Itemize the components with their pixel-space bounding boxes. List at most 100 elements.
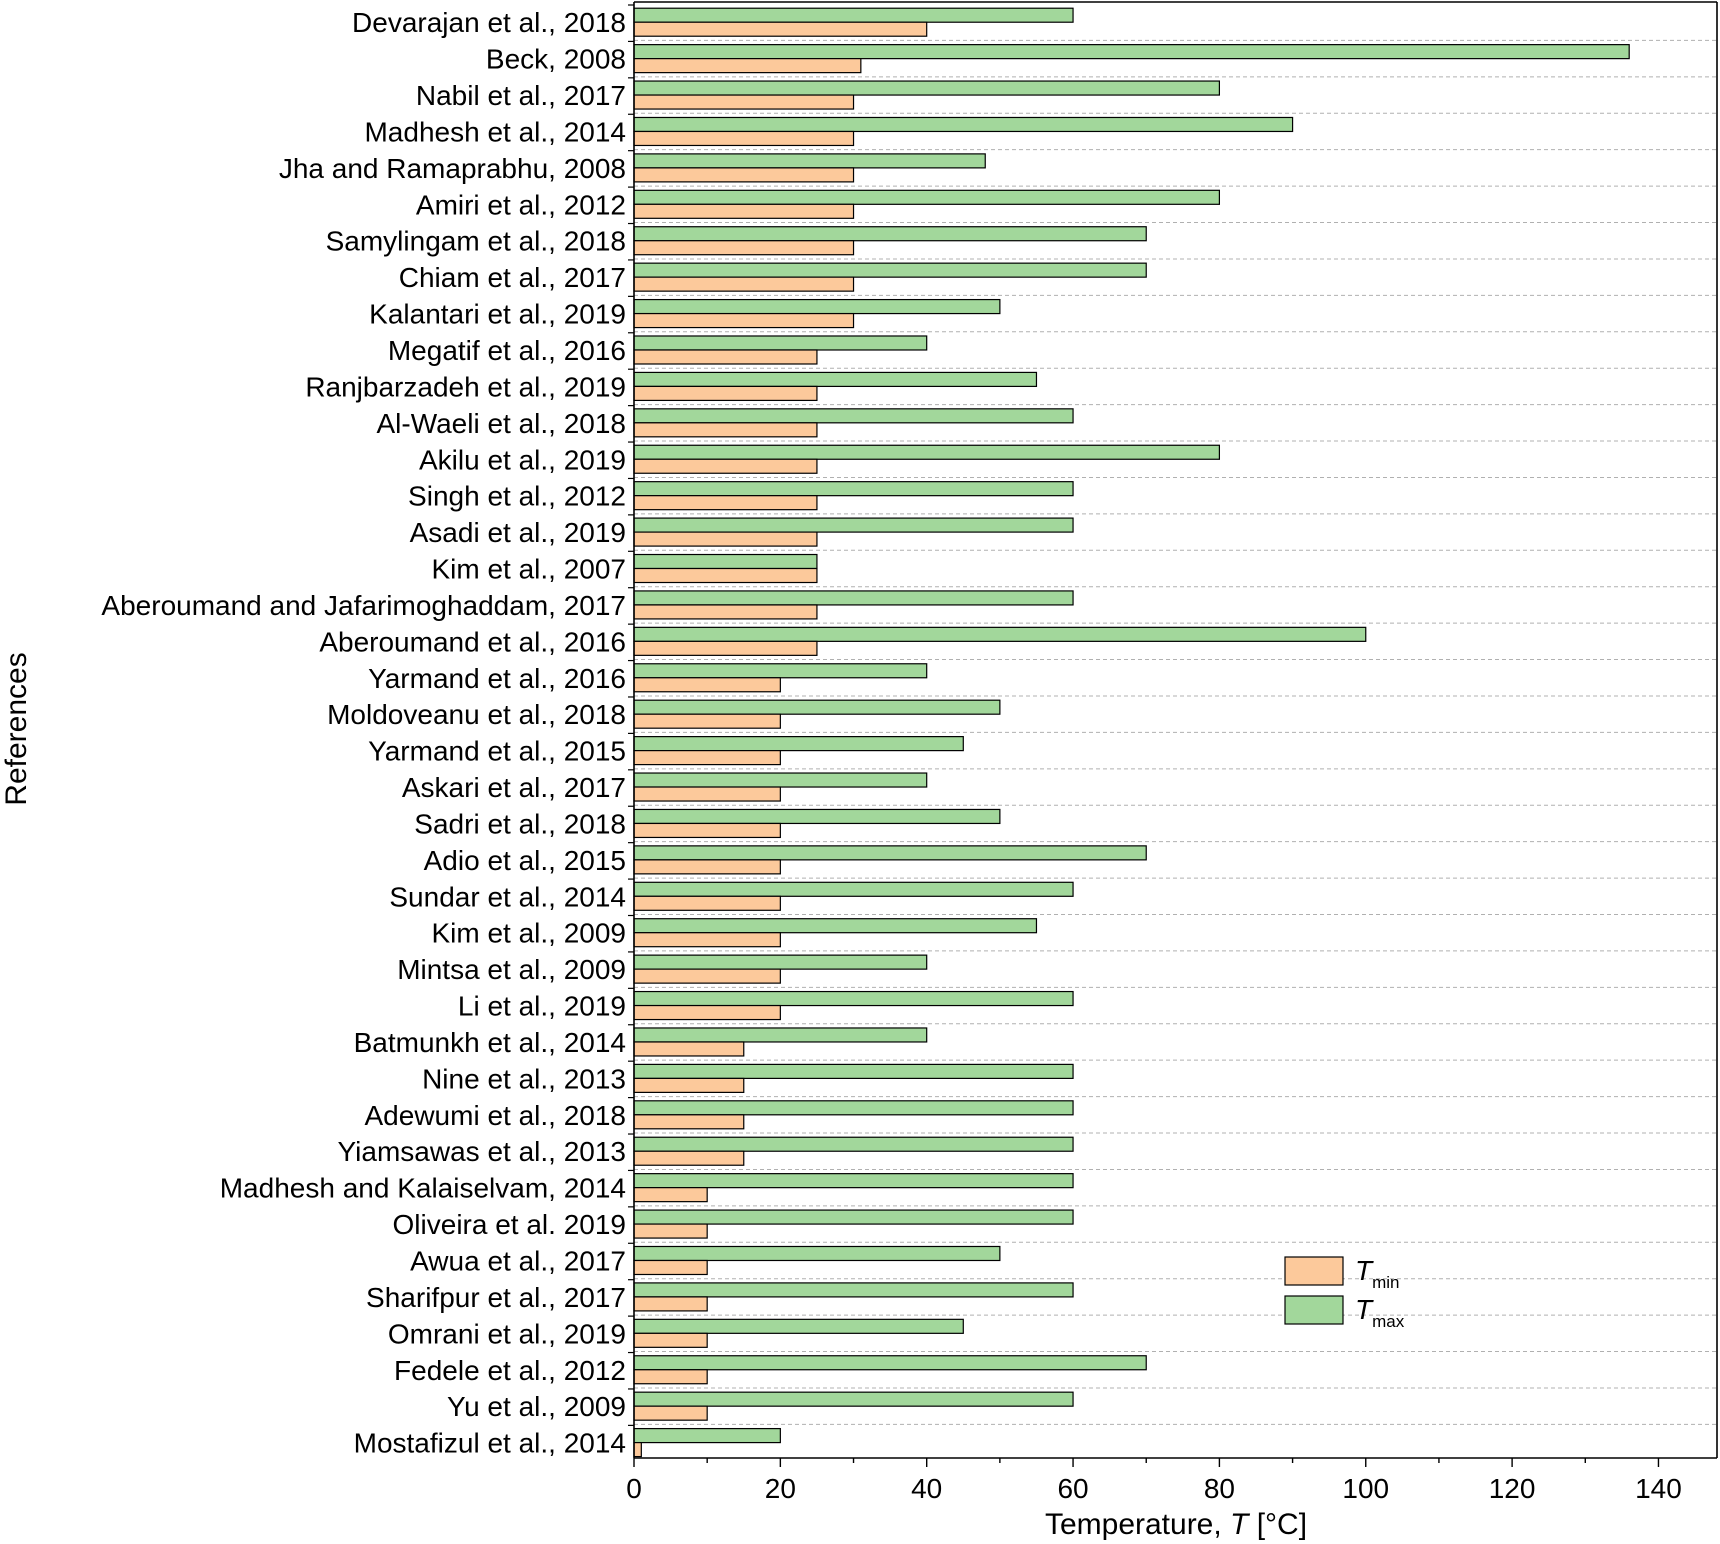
category-label: Sundar et al., 2014 [389, 881, 626, 912]
bar-tmax [633, 699, 1001, 715]
category-label: Adio et al., 2015 [424, 845, 626, 876]
x-tick-labels: 0 20 40 60 80 100 120 140 [626, 1473, 1682, 1504]
bar-tmax [633, 80, 1221, 96]
bar-tmax [633, 262, 1147, 278]
bar-tmax [633, 954, 928, 970]
x-axis-title: Temperature, T [°C] [1045, 1508, 1307, 1541]
bar-tmax [633, 881, 1074, 897]
category-label: Sharifpur et al., 2017 [366, 1282, 626, 1313]
bar-tmin [633, 1332, 708, 1348]
category-label: Asadi et al., 2019 [410, 517, 626, 548]
bar-tmin [633, 822, 781, 839]
category-label: Askari et al., 2017 [402, 772, 626, 803]
bar-tmin [633, 1041, 745, 1057]
x-tick-label: 100 [1342, 1473, 1389, 1504]
legend-label-tmax-main: T [1355, 1294, 1374, 1325]
category-label: Jha and Ramaprabhu, 2008 [279, 153, 626, 184]
bar-tmax [633, 481, 1074, 497]
bar-tmax [633, 1391, 1074, 1407]
bar-tmin [633, 167, 855, 183]
category-label: Akilu et al., 2019 [419, 444, 626, 475]
category-label: Nabil et al., 2017 [416, 80, 626, 111]
x-tick-label: 40 [911, 1473, 942, 1504]
bar-tmax [633, 1245, 1001, 1262]
bar-tmax [633, 189, 1221, 205]
bar-tmin [633, 1405, 708, 1421]
category-label: Ranjbarzadeh et al., 2019 [305, 371, 626, 402]
bar-tmin [633, 458, 818, 474]
bar-tmax [633, 1063, 1074, 1079]
bar-tmax [633, 1173, 1074, 1189]
category-label: Devarajan et al., 2018 [352, 7, 626, 38]
bar-tmax [633, 1100, 1074, 1116]
category-label: Madhesh and Kalaiselvam, 2014 [220, 1173, 626, 1204]
x-tick-label: 0 [626, 1473, 642, 1504]
category-label: Megatif et al., 2016 [388, 335, 626, 366]
bar-tmin [633, 1077, 745, 1093]
bar-tmin [633, 1441, 642, 1458]
legend: Tmin Tmax [1284, 1255, 1405, 1331]
category-label: Yu et al., 2009 [447, 1391, 626, 1422]
bar-tmin [633, 604, 818, 620]
bar-tmin [633, 276, 855, 292]
bar-tmin [633, 1187, 708, 1203]
category-label: Awua et al., 2017 [410, 1245, 626, 1276]
bar-tmax [633, 918, 1038, 934]
bar-tmax [633, 335, 928, 351]
x-axis-title-unit: [°C] [1248, 1508, 1307, 1541]
legend-label-tmin-sub: min [1372, 1273, 1399, 1292]
x-tick-label: 60 [1057, 1473, 1088, 1504]
legend-label-tmin-main: T [1355, 1255, 1374, 1286]
bar-tmax [633, 590, 1074, 606]
bar-tmin [633, 495, 818, 511]
category-label: Beck, 2008 [486, 44, 626, 75]
category-label: Sadri et al., 2018 [414, 808, 626, 839]
bar-tmin [633, 1150, 745, 1166]
bar-tmax [633, 153, 986, 169]
category-label: Oliveira et al. 2019 [393, 1209, 626, 1240]
category-label: Kim et al., 2009 [431, 918, 626, 949]
bar-tmin [633, 640, 818, 656]
bar-tmin [633, 312, 855, 329]
y-axis-title: References [0, 652, 33, 805]
legend-swatch-tmax [1284, 1295, 1344, 1325]
bar-tmin [633, 1004, 781, 1021]
bar-tmin [633, 1369, 708, 1385]
category-label: Mostafizul et al., 2014 [354, 1428, 626, 1459]
legend-label-tmin: Tmin [1355, 1255, 1400, 1292]
bar-tmin [633, 750, 781, 766]
category-label: Adewumi et al., 2018 [365, 1100, 627, 1131]
bar-tmax [633, 444, 1221, 460]
legend-label-tmax: Tmax [1355, 1294, 1405, 1331]
bar-tmax [633, 1427, 781, 1444]
bar-tmin [633, 932, 781, 948]
bar-tmin [633, 1259, 708, 1276]
category-label: Aberoumand and Jafarimoghaddam, 2017 [101, 590, 626, 621]
category-label: Aberoumand et al., 2016 [319, 626, 626, 657]
bar-tmax [633, 990, 1074, 1007]
bar-tmax [633, 1027, 928, 1043]
x-tick-label: 140 [1635, 1473, 1682, 1504]
x-tick-label: 120 [1489, 1473, 1536, 1504]
axes [628, 1, 1718, 1467]
bar-tmin [633, 1223, 708, 1239]
bar-tmax [633, 1282, 1074, 1298]
bar-tmax [633, 1355, 1147, 1371]
category-label: Moldoveanu et al., 2018 [327, 699, 626, 730]
bar-tmax [633, 626, 1367, 642]
x-axis-title-var: T [1230, 1508, 1251, 1541]
bar-tmin [633, 1296, 708, 1312]
bar-tmax [633, 736, 964, 752]
bar-tmax [633, 845, 1147, 861]
bar-tmin [633, 786, 781, 802]
category-label: Yiamsawas et al., 2013 [338, 1136, 626, 1167]
bar-tmin [633, 21, 928, 37]
bar-tmin [633, 1114, 745, 1130]
legend-swatch-tmin [1284, 1256, 1344, 1286]
bar-tmin [633, 531, 818, 547]
x-tick-label: 80 [1204, 1473, 1235, 1504]
bar-tmax [633, 1318, 964, 1334]
bar-tmax [633, 298, 1001, 315]
